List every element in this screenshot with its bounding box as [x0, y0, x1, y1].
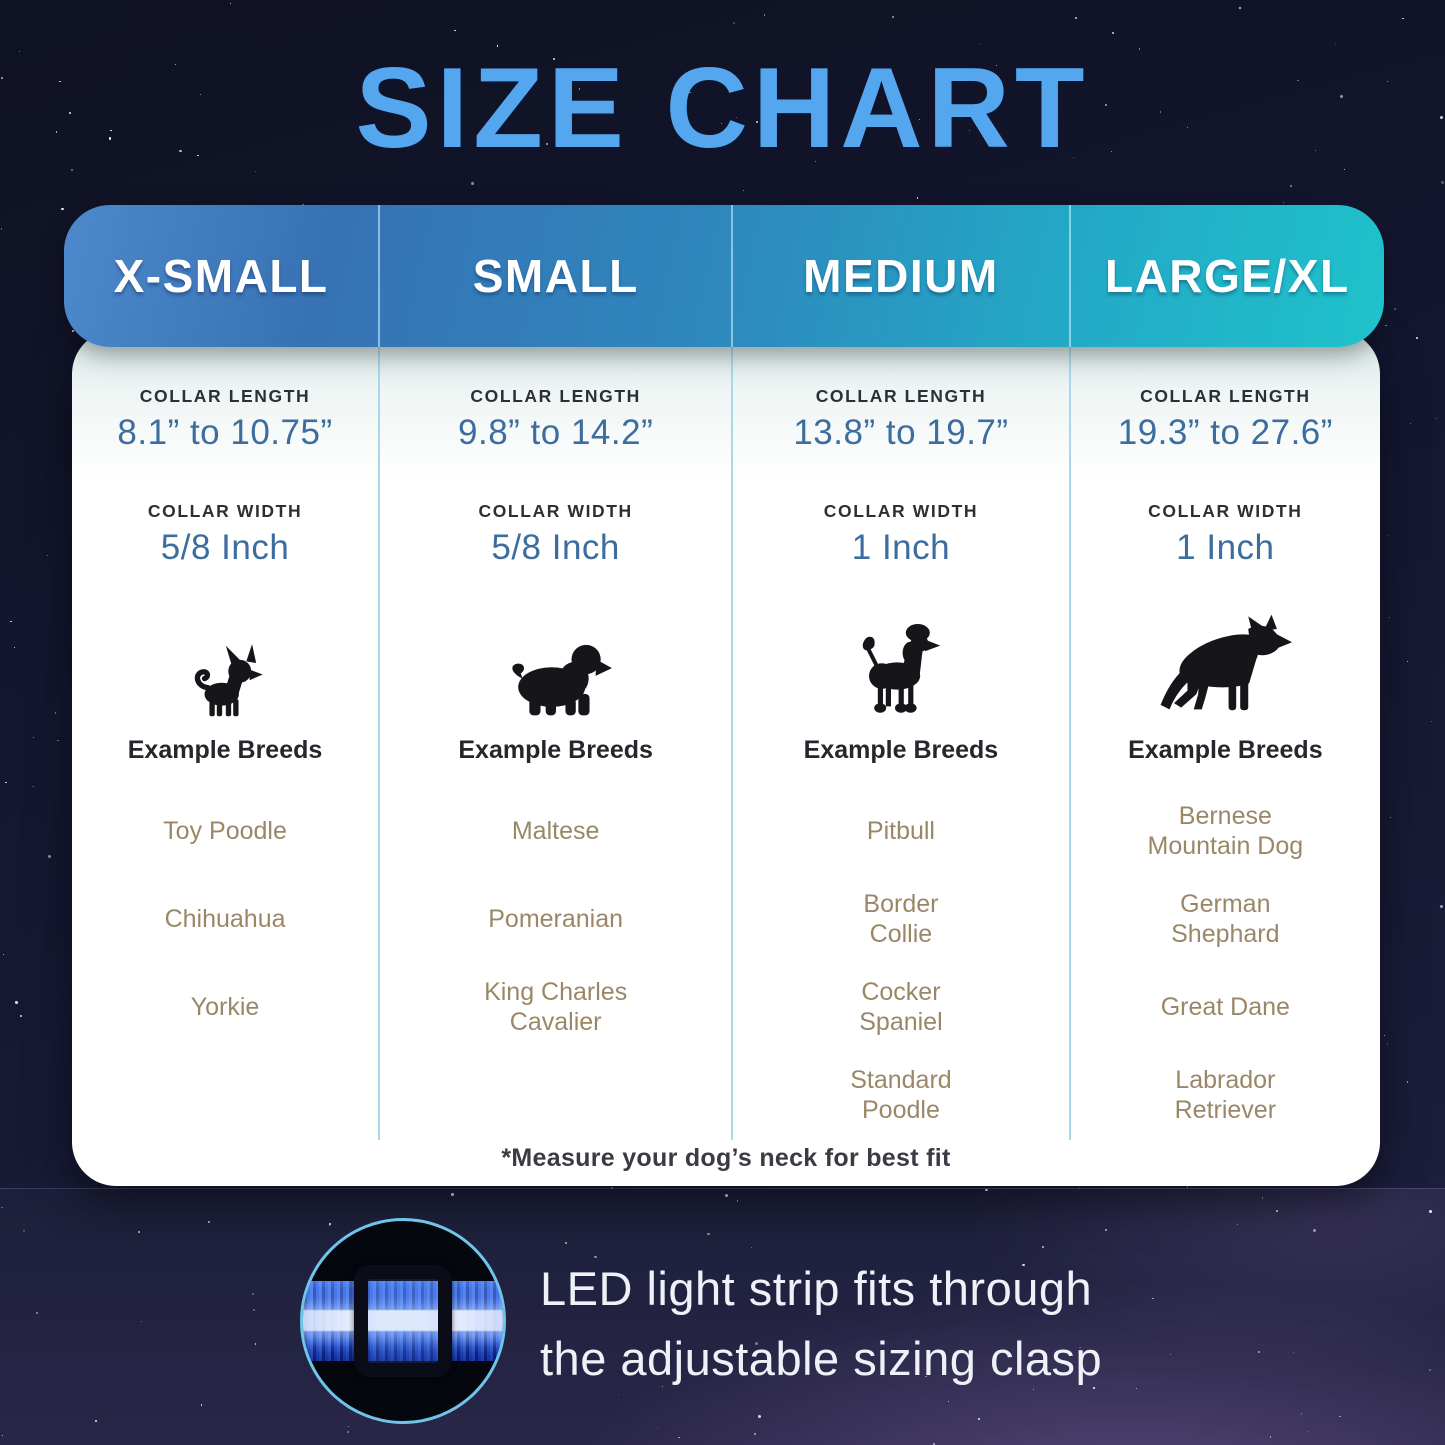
cavalier-spaniel-icon — [380, 578, 731, 718]
chihuahua-icon — [72, 578, 378, 718]
led-callout-text: LED light strip fits through the adjusta… — [540, 1262, 1103, 1385]
led-light-strip — [303, 1310, 503, 1331]
page-title: SIZE CHART — [355, 45, 1090, 172]
collar-width-label: COLLAR WIDTH — [823, 501, 979, 522]
breed-item: German Shephard — [1171, 890, 1280, 949]
breed-item: King Charles Cavalier — [484, 978, 628, 1037]
collar-width-label: COLLAR WIDTH — [478, 501, 633, 522]
size-header-small: SMALL — [378, 205, 731, 347]
breed-item: Labrador Retriever — [1174, 1066, 1277, 1125]
breed-list: Bernese Mountain Dog German Shephard Gre… — [1071, 787, 1380, 1139]
fit-footnote: *Measure your dog’s neck for best fit — [501, 1143, 951, 1172]
collar-width-value: 5/8 Inch — [160, 528, 290, 567]
collar-length-value: 9.8” to 14.2” — [458, 412, 654, 452]
background-bottom-band — [0, 1188, 1445, 1445]
collar-length-label: COLLAR LENGTH — [139, 386, 311, 406]
collar-length-label: COLLAR LENGTH — [470, 386, 641, 406]
size-columns: COLLAR LENGTH 8.1” to 10.75” COLLAR WIDT… — [72, 330, 1380, 1140]
german-shepherd-icon — [1071, 578, 1380, 718]
collar-width-label: COLLAR WIDTH — [1148, 501, 1303, 522]
poodle-icon — [733, 578, 1068, 718]
breed-list: Maltese Pomeranian King Charles Cavalier — [380, 787, 731, 1051]
collar-width-label: COLLAR WIDTH — [147, 501, 303, 522]
collar-width-value: 1 Inch — [1176, 528, 1275, 567]
breed-item: Standard Poodle — [850, 1066, 952, 1125]
breed-item: Bernese Mountain Dog — [1147, 802, 1304, 861]
size-column-xsmall: COLLAR LENGTH 8.1” to 10.75” COLLAR WIDT… — [72, 330, 378, 1140]
size-table-card: COLLAR LENGTH 8.1” to 10.75” COLLAR WIDT… — [72, 330, 1380, 1186]
collar-length-value: 13.8” to 19.7” — [793, 412, 1009, 452]
collar-width-value: 5/8 Inch — [491, 528, 620, 567]
collar-width-value: 1 Inch — [851, 528, 951, 567]
breed-item: Yorkie — [190, 993, 260, 1022]
breed-list: Pitbull Border Collie Cocker Spaniel Sta… — [733, 787, 1068, 1139]
size-column-large-xl: COLLAR LENGTH 19.3” to 27.6” COLLAR WIDT… — [1068, 330, 1380, 1140]
collar-led-clasp-photo — [300, 1218, 506, 1424]
collar-length-value: 19.3” to 27.6” — [1117, 412, 1333, 452]
breed-item: Great Dane — [1160, 993, 1290, 1022]
breed-list: Toy Poodle Chihuahua Yorkie — [72, 787, 378, 1051]
collar-length-label: COLLAR LENGTH — [1140, 386, 1311, 406]
size-header-large-xl: LARGE/XL — [1068, 205, 1384, 347]
size-table-header: X-SMALL SMALL MEDIUM LARGE/XL — [64, 205, 1384, 347]
breed-item: Pomeranian — [488, 905, 624, 934]
example-breeds-label: Example Breeds — [127, 736, 323, 765]
breed-item: Border Collie — [863, 890, 939, 949]
breed-item: Cocker Spaniel — [859, 978, 943, 1037]
breed-item: Maltese — [511, 817, 600, 846]
sizing-clasp — [354, 1265, 452, 1377]
size-column-medium: COLLAR LENGTH 13.8” to 19.7” COLLAR WIDT… — [731, 330, 1068, 1140]
example-breeds-label: Example Breeds — [458, 736, 653, 765]
example-breeds-label: Example Breeds — [1128, 736, 1323, 765]
size-header-medium: MEDIUM — [731, 205, 1068, 347]
breed-item: Chihuahua — [164, 905, 286, 934]
size-column-small: COLLAR LENGTH 9.8” to 14.2” COLLAR WIDTH… — [378, 330, 731, 1140]
breed-item: Toy Poodle — [163, 817, 287, 846]
size-header-xsmall: X-SMALL — [113, 250, 329, 302]
collar-length-label: COLLAR LENGTH — [815, 386, 987, 406]
example-breeds-label: Example Breeds — [803, 736, 999, 765]
breed-item: Pitbull — [866, 817, 935, 846]
collar-length-value: 8.1” to 10.75” — [117, 412, 333, 452]
